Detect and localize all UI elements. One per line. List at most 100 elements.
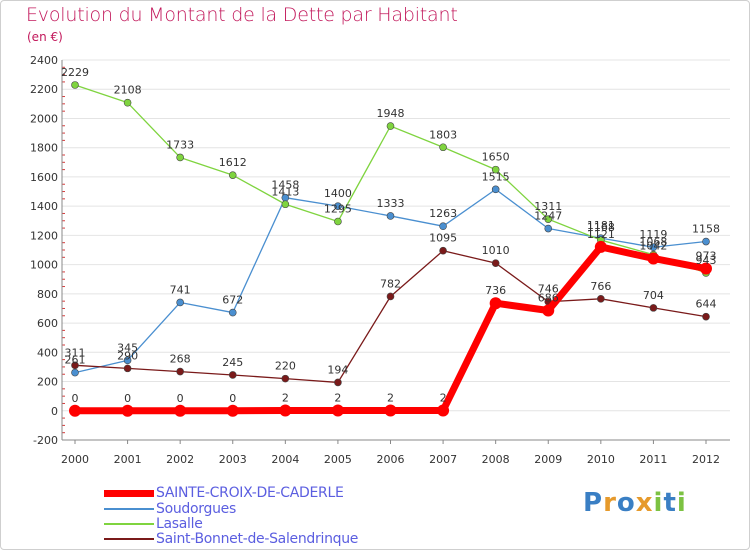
data-label: 311 [65,346,86,359]
y-tick-label: 2000 [30,112,58,125]
data-label: 268 [170,353,191,366]
data-label: 704 [643,289,664,302]
data-point [176,367,184,376]
logo-letter: i [676,488,687,518]
data-label: 220 [275,360,296,373]
data-point [121,404,134,417]
data-label: 1095 [429,232,457,245]
legend-label: SAINTE-CROIX-DE-CADERLE [156,485,344,501]
data-label: 0 [229,392,236,405]
data-label: 1733 [166,138,194,151]
legend-item: Saint-Bonnet-de-Salendrinque [104,531,358,547]
logo-letter: r [603,488,617,518]
data-label: 686 [538,292,559,305]
data-point [69,404,81,417]
data-point [123,98,132,107]
data-point [123,356,132,365]
data-point [384,404,397,417]
data-label: 245 [222,356,243,369]
legend-item: Lasalle [104,516,203,532]
y-tick-label: 200 [37,376,58,389]
data-label: 290 [117,349,138,362]
x-tick-label: 2004 [271,453,299,466]
data-point [71,81,79,89]
data-label: 943 [696,254,717,267]
logo-letter: o [616,488,636,518]
series-line-0 [75,243,707,415]
legend-label: Lasalle [156,516,203,532]
data-point [386,122,395,130]
logo-letter: i [653,488,664,518]
data-point [700,262,712,275]
data-point [281,374,290,383]
y-tick-label: 1000 [30,259,58,272]
legend-swatch [104,508,154,510]
data-point [489,297,502,310]
data-point [647,252,660,265]
data-point [228,171,237,179]
proxiti-logo: Proxiti [583,488,687,518]
data-label: 1247 [534,210,562,223]
x-tick-label: 2000 [61,453,89,466]
y-tick-label: -200 [33,434,58,447]
data-label: 1948 [377,107,405,120]
legend-label: Saint-Bonnet-de-Salendrinque [156,531,359,547]
data-label: 1515 [482,170,510,183]
data-point [281,200,290,209]
data-label: 2229 [61,66,89,79]
x-tick-label: 2002 [166,453,194,466]
legend-swatch [104,489,154,497]
data-label: 0 [124,392,131,405]
x-tick-label: 2012 [692,453,720,466]
data-point [176,153,184,162]
data-label: 1311 [534,200,562,213]
data-label: 1158 [692,223,720,236]
data-label: 2 [282,391,289,404]
data-point [649,304,658,312]
y-tick-label: 400 [37,346,58,359]
data-label: 1010 [482,244,510,257]
y-tick-label: 2400 [30,54,58,67]
data-point [439,246,447,255]
data-point [386,292,395,301]
x-tick-label: 2006 [377,453,405,466]
data-label: 1458 [271,179,299,192]
data-label: 766 [590,280,611,293]
data-point [334,217,342,226]
data-point [331,404,344,417]
data-label: 2 [334,391,341,404]
data-point [649,243,658,252]
data-label: 194 [327,363,348,376]
data-label: 261 [65,354,86,367]
data-point [439,222,447,230]
data-label: 1333 [377,197,405,210]
legend-swatch [104,523,154,525]
data-point [702,312,710,321]
y-tick-label: 1400 [30,200,58,213]
data-point [439,143,447,152]
data-label: 1803 [429,128,457,141]
data-label: 973 [696,250,717,263]
data-point [176,298,184,307]
y-tick-label: 2200 [30,83,58,96]
data-point [71,368,79,377]
data-point [544,215,553,223]
data-label: 1119 [639,228,667,241]
data-label: 746 [538,283,559,296]
data-label: 2108 [114,84,142,97]
data-point [174,404,187,417]
x-tick-label: 2003 [219,453,247,466]
data-point [386,212,395,220]
x-tick-label: 2008 [482,453,510,466]
logo-letter: t [663,488,677,518]
data-point [491,259,500,267]
data-label: 1650 [482,151,510,164]
x-tick-label: 2005 [324,453,352,466]
legend-swatch [104,538,154,540]
data-label: 2 [440,391,447,404]
y-tick-label: 0 [51,405,58,418]
data-label: 1168 [587,221,615,234]
data-label: 736 [485,284,506,297]
data-point [334,202,342,210]
data-point [594,240,607,253]
